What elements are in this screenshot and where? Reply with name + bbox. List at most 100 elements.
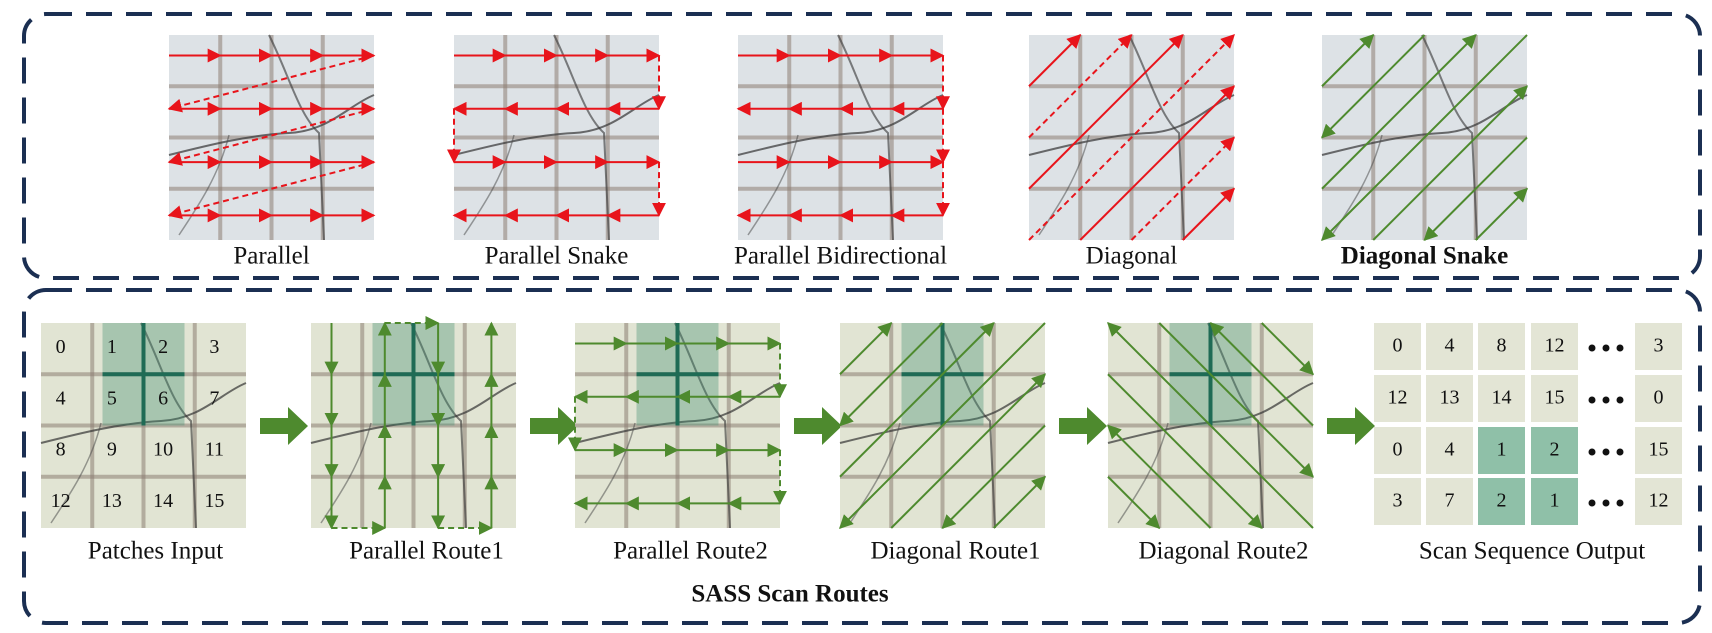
sequence-number: 1 <box>1497 439 1507 461</box>
sequence-tile <box>1478 427 1525 474</box>
bottom-panel-frame <box>22 288 1702 625</box>
ellipsis-dot <box>1588 344 1596 352</box>
route-arrow <box>1130 136 1235 241</box>
route-label: Parallel Snake <box>485 243 629 270</box>
crack <box>140 322 197 529</box>
route-arrow <box>839 322 995 478</box>
sequence-number: 7 <box>1445 490 1455 512</box>
patch-number: 0 <box>56 336 66 358</box>
sequence-tile <box>1426 323 1473 370</box>
sequence-number: 15 <box>1649 439 1669 461</box>
crack <box>1117 422 1169 524</box>
sequence-number: 0 <box>1654 387 1664 409</box>
crack <box>1421 34 1478 241</box>
ellipsis-dot <box>1602 344 1610 352</box>
ellipsis-dot <box>1616 499 1624 507</box>
route-label: Diagonal Snake <box>1341 243 1508 270</box>
patch-number: 3 <box>209 336 219 358</box>
crack <box>939 322 996 529</box>
sequence-number: 12 <box>1388 387 1408 409</box>
crack <box>50 422 102 524</box>
route-arrow <box>1028 34 1235 241</box>
sequence-tile <box>1374 323 1421 370</box>
patch-number: 5 <box>107 387 117 409</box>
sequence-tile <box>1374 375 1421 422</box>
route-arrow <box>1209 322 1314 427</box>
ellipsis-dot <box>1602 396 1610 404</box>
sequence-tile <box>1374 427 1421 474</box>
sequence-number: 15 <box>1545 387 1565 409</box>
route-arrow <box>1321 34 1375 87</box>
sequence-number: 14 <box>1492 387 1512 409</box>
route-label: Diagonal <box>1086 243 1178 270</box>
route-arrow <box>839 322 893 375</box>
ellipsis-dot <box>1588 448 1596 456</box>
route-arrow <box>1028 34 1184 190</box>
crack <box>747 134 799 236</box>
route-label: Parallel Bidirectional <box>734 243 947 270</box>
patch-number: 9 <box>107 439 117 461</box>
crack <box>1331 134 1383 236</box>
route-arrow <box>167 161 375 220</box>
sequence-tile <box>1478 375 1525 422</box>
patch-number: 6 <box>158 387 168 409</box>
sequence-tile <box>1635 323 1682 370</box>
route-arrow <box>1182 187 1235 241</box>
patch-number: 15 <box>204 490 224 512</box>
route-arrow <box>1028 34 1082 87</box>
route-label: Diagonal Route2 <box>1138 538 1308 565</box>
patch-number: 10 <box>153 439 173 461</box>
route-arrow <box>839 322 1046 529</box>
flow-arrow <box>1059 407 1107 445</box>
route-arrow <box>993 475 1046 529</box>
sequence-tile <box>1531 478 1578 525</box>
flow-arrow <box>794 407 842 445</box>
crack <box>839 382 1046 444</box>
route-arrow <box>1321 34 1477 190</box>
ellipsis-dot <box>1616 396 1624 404</box>
sequence-tile <box>1635 375 1682 422</box>
sequence-number: 13 <box>1440 387 1460 409</box>
route-label: Diagonal Route1 <box>870 538 1040 565</box>
sequence-number: 12 <box>1649 490 1669 512</box>
crack <box>1038 134 1090 236</box>
ellipsis-dot <box>1602 448 1610 456</box>
sequence-tile <box>1531 427 1578 474</box>
route-arrow <box>1372 85 1528 241</box>
crack <box>1028 94 1235 156</box>
ellipsis-dot <box>1588 396 1596 404</box>
route-arrow <box>1475 187 1528 241</box>
patch-number: 8 <box>56 439 66 461</box>
route-arrow <box>890 373 1046 529</box>
sequence-tile <box>1478 478 1525 525</box>
sequence-tile <box>1635 427 1682 474</box>
sequence-number: 2 <box>1550 439 1560 461</box>
ellipsis-dot <box>1588 499 1596 507</box>
flow-arrow <box>530 407 578 445</box>
top-panel-frame <box>22 12 1702 280</box>
route-label: Parallel <box>233 243 309 270</box>
flow-arrow <box>1327 407 1375 445</box>
sequence-tile <box>1374 478 1421 525</box>
route-arrow <box>1079 85 1235 241</box>
route-arrow <box>167 107 375 166</box>
route-label: Scan Sequence Output <box>1419 538 1645 565</box>
flow-arrow <box>260 407 308 445</box>
crack <box>463 134 515 236</box>
sequence-tile <box>1531 323 1578 370</box>
sequence-number: 0 <box>1393 335 1403 357</box>
sequence-number: 4 <box>1445 335 1455 357</box>
crack <box>1107 382 1314 444</box>
sequence-tile <box>1478 323 1525 370</box>
route-label: Patches Input <box>88 538 223 565</box>
patch-number: 2 <box>158 336 168 358</box>
route-arrow <box>1028 34 1133 139</box>
sequence-tile <box>1426 375 1473 422</box>
route-label: Parallel Route1 <box>349 538 504 565</box>
patch-number: 7 <box>209 387 219 409</box>
route-arrow <box>167 54 375 113</box>
route-arrow <box>1321 34 1426 139</box>
route-arrow <box>1261 322 1314 376</box>
sequence-number: 3 <box>1393 490 1403 512</box>
